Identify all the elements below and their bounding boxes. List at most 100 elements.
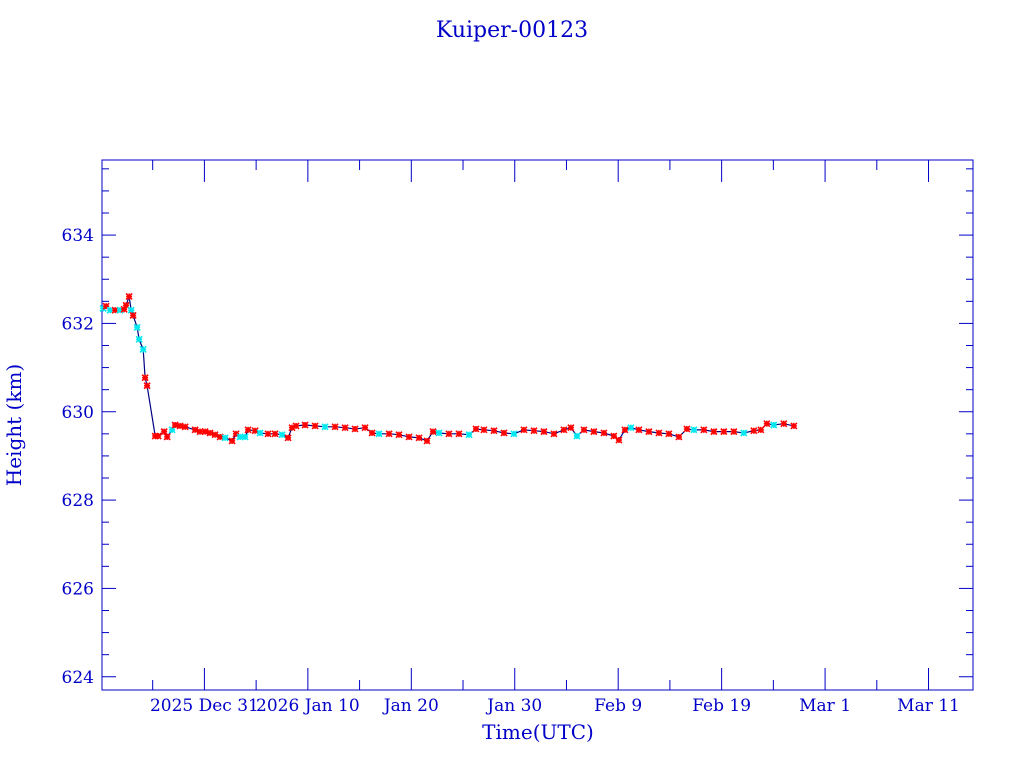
point-marker-stroke	[168, 426, 176, 434]
data-point-red	[530, 427, 538, 435]
data-point-red	[154, 432, 162, 440]
data-point-cyan	[139, 345, 147, 354]
point-marker-stroke	[683, 425, 691, 433]
data-point-red	[655, 429, 663, 437]
data-point-red	[125, 292, 133, 301]
point-marker-stroke	[423, 437, 431, 445]
point-marker-stroke	[500, 429, 508, 437]
point-marker-stroke	[127, 306, 135, 314]
data-point-red	[284, 434, 292, 442]
point-marker-stroke	[181, 423, 189, 431]
point-marker-stroke	[675, 433, 683, 441]
point-marker-stroke	[301, 421, 309, 429]
data-point-red	[351, 425, 359, 433]
data-point-red	[540, 428, 548, 436]
data-point-red	[560, 426, 568, 434]
y-axis-label: Height (km)	[2, 364, 26, 486]
point-marker-stroke	[375, 430, 383, 438]
point-marker-stroke	[615, 436, 623, 444]
point-marker-stroke	[627, 424, 635, 432]
data-point-red	[763, 420, 771, 428]
data-point-red	[311, 422, 319, 430]
y-tick-label: 632	[62, 314, 94, 334]
point-marker-stroke	[720, 428, 728, 436]
data-point-red	[191, 426, 199, 434]
point-marker-stroke	[102, 302, 110, 310]
data-point-red	[490, 427, 498, 435]
chart-title: Kuiper-00123	[436, 18, 588, 43]
point-marker-stroke	[395, 431, 403, 439]
data-point-red	[710, 428, 718, 436]
point-marker-stroke	[700, 426, 708, 434]
point-marker-stroke	[361, 424, 369, 432]
point-marker-stroke	[139, 345, 147, 354]
data-point-cyan	[435, 429, 443, 437]
height-series-line	[102, 296, 794, 442]
data-point-red	[455, 430, 463, 438]
data-point-cyan	[770, 421, 778, 429]
data-point-red	[368, 429, 376, 437]
data-point-red	[264, 430, 272, 438]
point-marker-stroke	[341, 424, 349, 432]
point-marker-stroke	[244, 426, 252, 434]
data-point-cyan	[133, 323, 141, 331]
y-tick-label: 634	[62, 226, 94, 246]
data-point-red	[429, 428, 437, 436]
data-point-cyan	[573, 432, 581, 440]
point-marker-stroke	[510, 430, 518, 438]
data-point-red	[472, 425, 480, 433]
data-point-red	[700, 426, 708, 434]
point-marker-stroke	[445, 430, 453, 438]
point-marker-stroke	[580, 426, 588, 434]
data-point-red	[201, 428, 209, 436]
data-point-red	[600, 429, 608, 437]
point-marker-stroke	[125, 292, 133, 301]
plot-frame	[101, 159, 974, 691]
point-marker-stroke	[770, 421, 778, 429]
point-marker-stroke	[228, 437, 236, 445]
data-point-cyan	[740, 429, 748, 437]
point-marker-stroke	[472, 425, 480, 433]
data-point-red	[244, 426, 252, 434]
point-marker-stroke	[750, 427, 758, 435]
data-point-cyan	[465, 431, 473, 439]
point-marker-stroke	[133, 323, 141, 331]
point-marker-stroke	[710, 428, 718, 436]
point-marker-stroke	[560, 426, 568, 434]
data-point-red	[143, 382, 151, 390]
data-point-cyan	[375, 430, 383, 438]
point-marker-stroke	[264, 430, 272, 438]
point-marker-stroke	[655, 429, 663, 437]
point-marker-stroke	[490, 427, 498, 435]
data-point-red	[301, 421, 309, 429]
data-point-cyan	[321, 423, 329, 431]
point-marker-stroke	[645, 428, 653, 436]
data-point-red	[211, 431, 219, 439]
data-point-cyan	[221, 434, 229, 442]
data-point-red	[520, 426, 528, 434]
point-marker-stroke	[351, 425, 359, 433]
data-point-red	[683, 425, 691, 433]
point-marker-stroke	[405, 433, 413, 441]
data-point-red	[635, 426, 643, 434]
data-point-red	[160, 428, 168, 436]
data-point-red	[750, 427, 758, 435]
point-marker-stroke	[567, 424, 575, 432]
point-marker-stroke	[429, 428, 437, 436]
data-point-red	[665, 430, 673, 438]
data-point-red	[590, 428, 598, 436]
point-marker-stroke	[292, 422, 300, 430]
point-marker-stroke	[129, 311, 137, 320]
point-marker-stroke	[635, 426, 643, 434]
point-marker-stroke	[435, 429, 443, 437]
x-tick-label: Mar 1	[799, 696, 851, 716]
data-point-red	[163, 433, 171, 441]
x-tick-label: Jan 20	[382, 696, 439, 716]
data-point-cyan	[510, 430, 518, 438]
point-marker-stroke	[740, 429, 748, 437]
point-marker-stroke	[278, 431, 286, 439]
point-marker-stroke	[415, 434, 423, 442]
data-point-red	[675, 433, 683, 441]
point-marker-stroke	[191, 426, 199, 434]
